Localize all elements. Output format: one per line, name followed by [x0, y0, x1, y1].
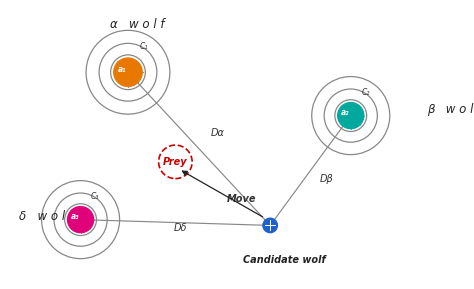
Text: Dα: Dα	[211, 128, 225, 138]
Ellipse shape	[68, 207, 93, 233]
Text: Move: Move	[227, 194, 256, 204]
Text: C₂: C₂	[361, 88, 370, 97]
Text: Candidate wolf: Candidate wolf	[243, 255, 326, 265]
Text: a₂: a₂	[341, 108, 349, 117]
Text: Dβ: Dβ	[320, 174, 334, 184]
Text: C₁: C₁	[140, 42, 148, 51]
Text: β   w o l f: β w o l f	[427, 103, 474, 116]
Text: a₁: a₁	[118, 65, 126, 74]
Text: α   w o l f: α w o l f	[110, 18, 164, 31]
Text: C₃: C₃	[91, 192, 100, 201]
Ellipse shape	[114, 58, 142, 86]
Text: Dδ: Dδ	[173, 223, 187, 233]
Ellipse shape	[263, 218, 277, 233]
Text: δ   w o l f: δ w o l f	[19, 210, 73, 223]
Text: Prey: Prey	[163, 157, 188, 167]
Ellipse shape	[338, 103, 364, 129]
Text: a₃: a₃	[71, 212, 79, 221]
